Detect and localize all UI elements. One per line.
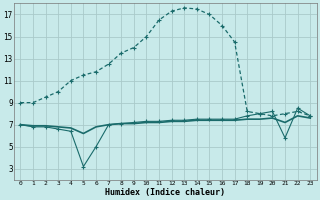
X-axis label: Humidex (Indice chaleur): Humidex (Indice chaleur) [105, 188, 225, 197]
